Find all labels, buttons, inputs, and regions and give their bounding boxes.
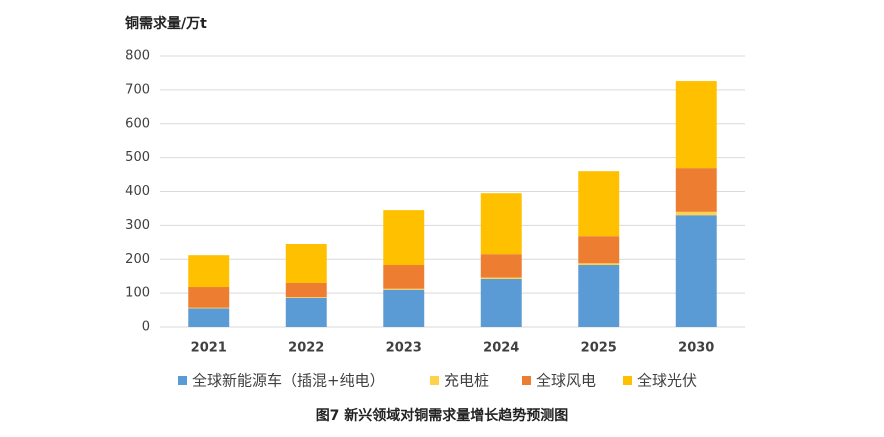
legend-swatch — [522, 376, 531, 385]
x-tick-label: 2030 — [678, 341, 714, 356]
legend-label: 充电桩 — [444, 372, 489, 390]
x-tick-label: 2024 — [483, 341, 519, 356]
caption: 图7 新兴领域对铜需求量增长趋势预测图 — [316, 407, 569, 424]
y-tick-label: 700 — [125, 82, 150, 97]
bar-segment — [675, 81, 717, 169]
x-tick-label: 2023 — [386, 341, 422, 356]
bar-segment — [578, 265, 620, 327]
bar-segment — [188, 308, 230, 327]
y-tick-label: 100 — [125, 286, 150, 301]
y-tick-label: 500 — [125, 150, 150, 165]
y-axis-label: 铜需求量/万t — [125, 15, 207, 32]
bar-segment — [480, 254, 522, 278]
legend-swatch — [430, 376, 439, 385]
legend-label: 全球光伏 — [637, 372, 697, 390]
bar-segment — [480, 193, 522, 255]
bar-segment — [578, 171, 620, 237]
y-tick-label: 0 — [142, 320, 150, 335]
x-tick-label: 2025 — [581, 341, 617, 356]
bar-segment — [188, 287, 230, 308]
bar-segment — [285, 282, 327, 298]
bar-segment — [383, 265, 425, 289]
bar-segment — [578, 263, 620, 266]
bar-segment — [383, 289, 425, 327]
bar-segment — [480, 277, 522, 279]
bar-segment — [675, 215, 717, 327]
y-tick-label: 400 — [125, 184, 150, 199]
bar-segment — [285, 297, 327, 327]
bar-segment — [675, 168, 717, 212]
legend-swatch — [178, 376, 187, 385]
bar-segment — [578, 236, 620, 264]
x-tick-label: 2021 — [191, 341, 227, 356]
bar-segment — [188, 255, 230, 288]
legend-swatch — [623, 376, 632, 385]
bar-segment — [383, 210, 425, 266]
bar-segment — [188, 307, 230, 309]
bar-segment — [285, 244, 327, 283]
bar-segment — [383, 288, 425, 290]
y-tick-label: 200 — [125, 252, 150, 267]
y-tick-label: 300 — [125, 218, 150, 233]
bar-segment — [675, 211, 717, 216]
legend-label: 全球风电 — [536, 372, 596, 390]
bar-segment — [285, 297, 327, 298]
y-tick-label: 600 — [125, 116, 150, 131]
y-tick-label: 800 — [125, 49, 150, 64]
legend-label: 全球新能源车（插混+纯电） — [192, 372, 385, 390]
bar-segment — [480, 278, 522, 327]
x-tick-label: 2022 — [288, 341, 324, 356]
